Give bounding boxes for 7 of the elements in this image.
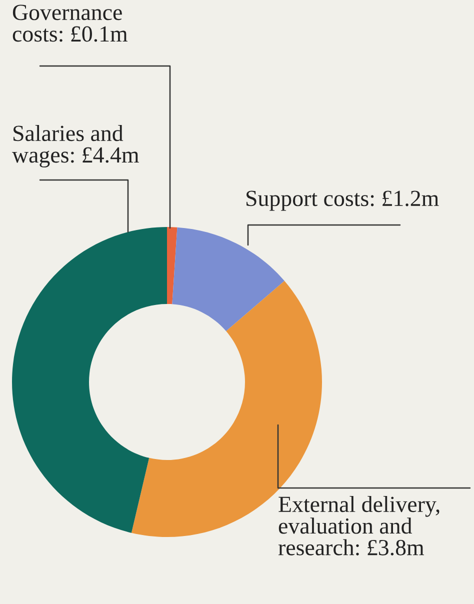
donut-slice <box>167 227 178 304</box>
slice-label: Governance costs: £0.1m <box>12 4 128 42</box>
donut-slice <box>172 227 284 332</box>
donut-slice <box>12 227 167 533</box>
slice-label: Support costs: £1.2m <box>246 190 439 211</box>
slice-label: Salaries and wages: £4.4m <box>12 125 139 168</box>
slice-label: External delivery, evaluation and research: £3.8m <box>278 496 440 556</box>
